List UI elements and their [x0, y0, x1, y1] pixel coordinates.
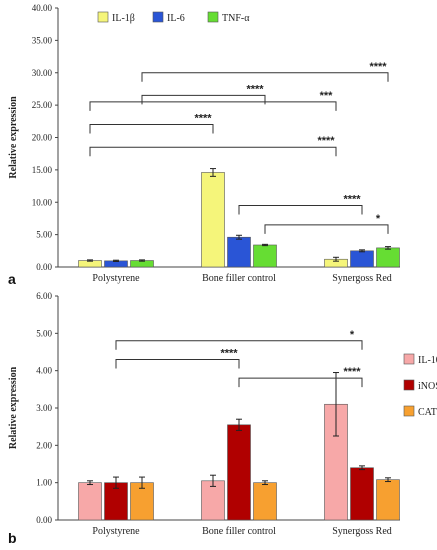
- significance-bracket: [264, 224, 389, 234]
- y-tick-label: 20.00: [32, 133, 53, 143]
- y-tick-label: 35.00: [32, 35, 53, 45]
- significance-label: ***: [320, 90, 334, 102]
- legend-swatch: [152, 11, 164, 23]
- legend-label: IL-6: [167, 13, 185, 24]
- significance-label: ****: [369, 61, 387, 73]
- y-tick-label: 5.00: [36, 230, 52, 240]
- significance-label: ****: [343, 366, 361, 378]
- y-axis-label: Relative expression: [8, 366, 19, 449]
- significance-bracket: [89, 101, 337, 111]
- y-tick-label: 0.00: [36, 262, 52, 272]
- significance-bracket: [238, 204, 363, 215]
- bar: [227, 236, 251, 268]
- y-tick-label: 0.00: [36, 515, 52, 525]
- bar: [376, 479, 400, 521]
- legend-swatch: [403, 379, 415, 391]
- x-tick-label: Synergoss Red: [332, 273, 392, 284]
- y-tick-label: 15.00: [32, 165, 53, 175]
- significance-bracket: [141, 72, 389, 82]
- bar: [78, 482, 102, 521]
- legend-label: iNOS: [418, 381, 437, 392]
- legend-swatch: [97, 11, 109, 23]
- y-tick-label: 1.00: [36, 478, 52, 488]
- bar: [376, 247, 400, 268]
- significance-bracket: [141, 94, 266, 105]
- legend-swatch: [403, 405, 415, 417]
- y-tick-label: 30.00: [32, 68, 53, 78]
- legend-label: TNF-α: [222, 13, 250, 24]
- x-tick-label: Synergoss Red: [332, 526, 392, 537]
- y-tick-label: 4.00: [36, 366, 52, 376]
- panel-label: b: [8, 530, 17, 546]
- y-tick-label: 6.00: [36, 291, 52, 301]
- y-tick-label: 5.00: [36, 328, 52, 338]
- x-tick-label: Bone filler control: [202, 526, 276, 537]
- y-tick-label: 2.00: [36, 440, 52, 450]
- legend-label: CAT: [418, 407, 437, 418]
- significance-bracket: [89, 124, 214, 134]
- x-tick-label: Polystyrene: [92, 526, 140, 537]
- x-tick-label: Bone filler control: [202, 273, 276, 284]
- significance-bracket: [115, 358, 240, 369]
- y-tick-label: 3.00: [36, 403, 52, 413]
- significance-bracket: [238, 377, 363, 388]
- bar: [350, 250, 374, 268]
- significance-label: ****: [317, 135, 335, 147]
- legend-swatch: [403, 353, 415, 365]
- y-tick-label: 25.00: [32, 100, 53, 110]
- y-tick-label: 40.00: [32, 3, 53, 13]
- bar: [253, 244, 277, 268]
- significance-label: *: [376, 213, 381, 225]
- chart-panel-a: 0.00 5.00 10.00 15.00 20.00 25.00 30.00 35.00 40…: [8, 3, 400, 287]
- bar: [350, 467, 374, 521]
- significance-label: ****: [220, 347, 238, 359]
- significance-bracket: [89, 146, 337, 157]
- significance-label: ****: [194, 113, 212, 125]
- y-tick-label: 10.00: [32, 197, 53, 207]
- significance-label: ****: [246, 83, 264, 95]
- chart-panel-b: 0.00 1.00 2.00 3.00 4.00 5.00 6.00 Relative exp…: [8, 291, 437, 546]
- y-axis-label: Relative expression: [8, 96, 19, 179]
- legend-label: IL-1β: [112, 13, 135, 24]
- bar: [201, 172, 225, 268]
- bar: [227, 424, 251, 521]
- significance-label: ****: [343, 193, 361, 205]
- bar: [253, 482, 277, 521]
- significance-label: *: [350, 329, 355, 341]
- legend-swatch: [207, 11, 219, 23]
- panel-label: a: [8, 271, 16, 287]
- x-tick-label: Polystyrene: [92, 273, 140, 284]
- legend-label: IL-10: [418, 355, 437, 366]
- significance-bracket: [115, 340, 363, 350]
